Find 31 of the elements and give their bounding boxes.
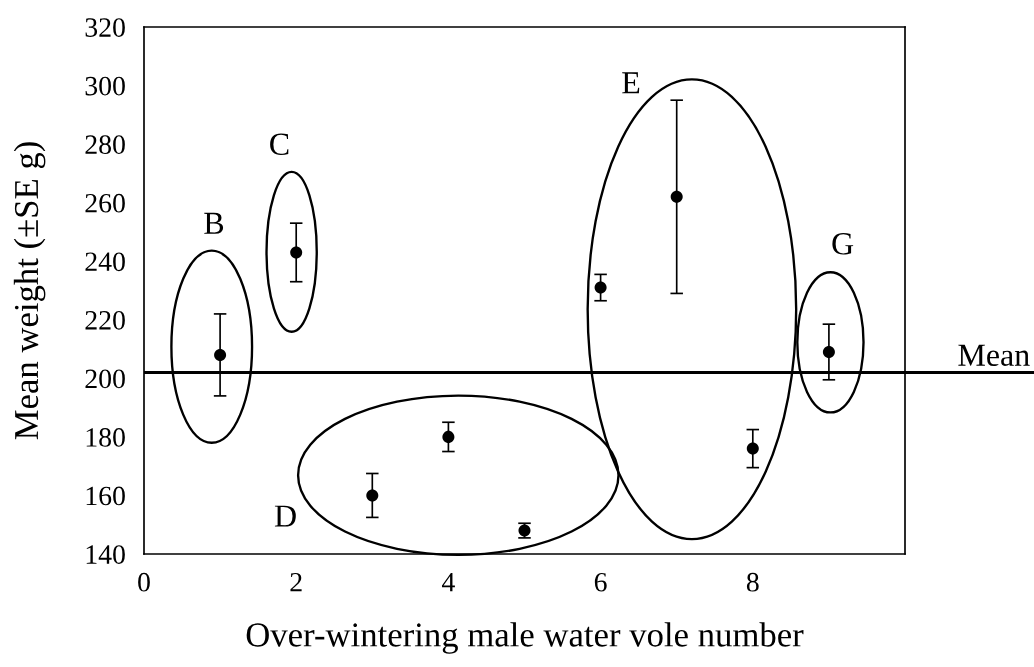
point (746, 442, 759, 455)
point (290, 246, 303, 259)
ref-line-label: Mean (958, 344, 1030, 366)
annotation: D (274, 505, 296, 527)
annotation: E (622, 72, 640, 94)
annotation: C (270, 133, 289, 156)
x-tick-label: 2 (290, 572, 302, 592)
y-tick-label: 160 (86, 486, 125, 506)
point (214, 348, 227, 361)
point (594, 281, 607, 294)
x-tick-label: 6 (594, 572, 607, 592)
y-tick-label: 140 (86, 545, 125, 564)
x-tick-label: 8 (746, 572, 759, 592)
point (670, 190, 683, 203)
y-tick-label: 300 (85, 76, 125, 96)
y-tick-label: 280 (85, 135, 125, 155)
annotation: B (204, 212, 224, 234)
y-tick-label: 220 (85, 310, 125, 330)
point (442, 430, 455, 443)
y-tick-label: 260 (85, 193, 125, 213)
point (366, 489, 379, 502)
y-tick-label: 240 (85, 252, 125, 272)
x-axis-title: Over-wintering male water vole number (246, 622, 804, 654)
annotation: G (832, 233, 854, 255)
point (822, 345, 835, 358)
y-axis-title: Mean weight (±SE g) (13, 142, 46, 440)
y-tick-label: 200 (85, 369, 125, 389)
y-tick-label: 320 (85, 18, 125, 37)
x-tick-label: 0 (138, 572, 150, 592)
y-tick-label: 180 (86, 428, 125, 447)
x-tick-label: 4 (442, 573, 455, 592)
